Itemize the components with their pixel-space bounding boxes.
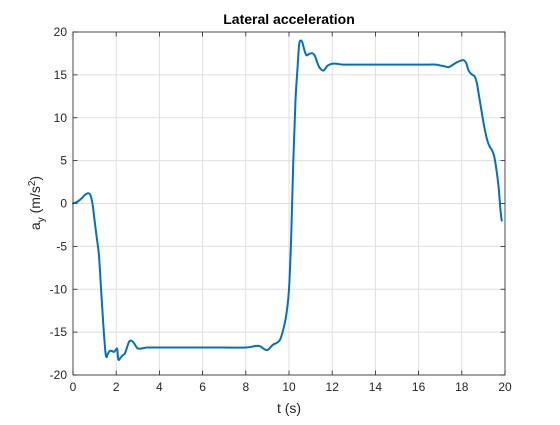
y-tick-label: 0 [60,197,67,211]
x-tick-label: 14 [369,380,383,394]
y-tick-label: -20 [50,368,68,382]
x-tick-label: 16 [412,380,426,394]
x-tick-label: 2 [113,380,120,394]
x-axis-label: t (s) [277,400,301,416]
chart-title: Lateral acceleration [223,11,355,27]
y-tick-label: -5 [56,239,67,253]
y-axis-label-subscript: y [36,217,47,222]
x-tick-label: 0 [70,380,77,394]
x-tick-label: 18 [455,380,469,394]
y-axis-label-superscript: 2 [27,180,38,186]
x-tick-label: 12 [326,380,340,394]
x-tick-labels: 0 2 4 6 8 10 12 14 16 18 20 [70,380,512,394]
y-tick-label: 5 [60,154,67,168]
y-tick-labels: -20 -15 -10 -5 0 5 10 15 20 [50,25,68,382]
x-tick-label: 8 [242,380,249,394]
y-axis-label-unit: (m/s [27,186,43,217]
y-axis-label-unit-close: ) [27,176,43,181]
x-tick-label: 6 [199,380,206,394]
x-tick-label: 10 [282,380,296,394]
y-tick-label: 15 [54,68,68,82]
y-tick-label: -15 [50,325,68,339]
y-tick-label: -10 [50,282,68,296]
plot-area-border [72,31,506,376]
series-line-lateral-acceleration [72,39,503,361]
y-tick-label: 10 [54,111,68,125]
x-tick-label: 4 [156,380,163,394]
y-axis-label-main: a [27,222,43,230]
y-axis-label: ay (m/s2) [27,176,47,230]
x-tick-label: 20 [498,380,512,394]
y-tick-label: 20 [54,25,68,39]
